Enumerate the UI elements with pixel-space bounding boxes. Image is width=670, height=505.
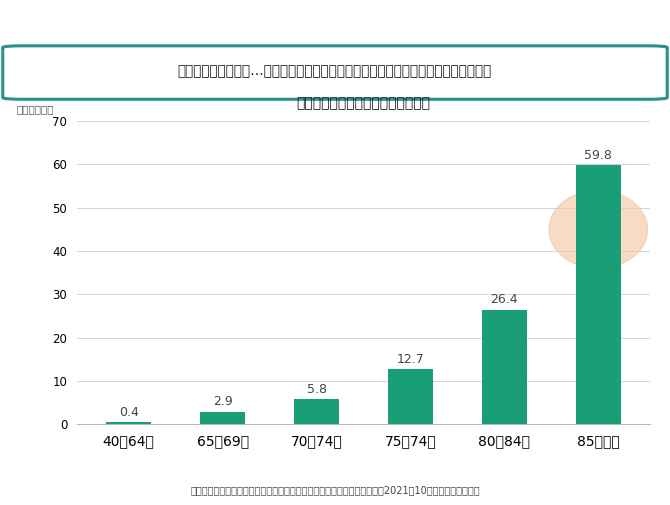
FancyBboxPatch shape: [3, 46, 667, 99]
Text: 年齢別の介護認定を受けている方の割合: 年齢別の介護認定を受けている方の割合: [201, 10, 334, 23]
Ellipse shape: [549, 190, 647, 268]
Text: 5.8: 5.8: [306, 383, 326, 395]
Text: 厚生労働省「介護給付費等実態統計月報」、総務省「人口推計月報」の各2021年10月データを元に作成: 厚生労働省「介護給付費等実態統計月報」、総務省「人口推計月報」の各2021年10…: [190, 485, 480, 495]
Text: シート2  介護の全体像: シート2 介護の全体像: [9, 8, 120, 25]
Bar: [294, 399, 339, 424]
Text: 26.4: 26.4: [490, 293, 518, 307]
Text: 父母・義父母・親戚…介護が身に降りかかる確率はかなり高く誰しも向き合う事柄に: 父母・義父母・親戚…介護が身に降りかかる確率はかなり高く誰しも向き合う事柄に: [178, 64, 492, 78]
Bar: [576, 165, 621, 424]
Text: 59.8: 59.8: [584, 149, 612, 162]
Text: 12.7: 12.7: [397, 353, 424, 366]
Text: 2.9: 2.9: [213, 395, 232, 408]
Bar: [482, 310, 527, 424]
Text: （単位：％）: （単位：％）: [17, 105, 54, 115]
Title: 年齢別の要介護・要支援の認定割合: 年齢別の要介護・要支援の認定割合: [297, 96, 431, 110]
Text: 0.4: 0.4: [119, 406, 139, 419]
Bar: [200, 412, 245, 424]
Bar: [388, 369, 433, 424]
Bar: [106, 423, 151, 424]
